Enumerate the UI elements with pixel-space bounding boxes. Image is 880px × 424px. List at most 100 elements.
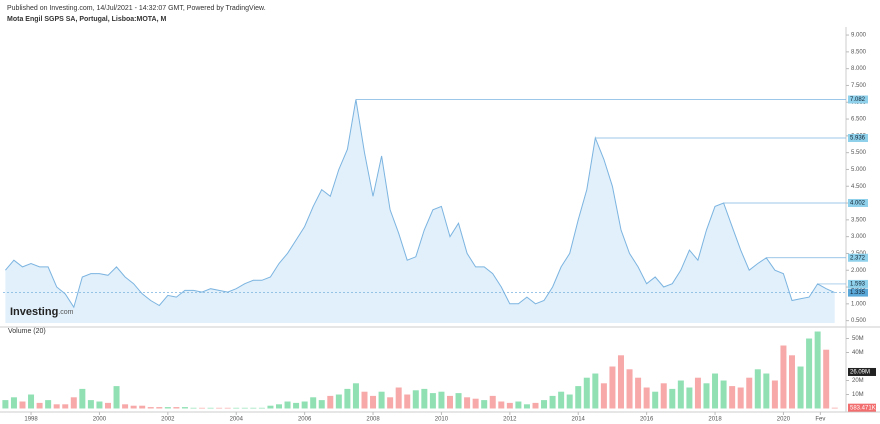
- price-label: 1.593: [850, 282, 866, 288]
- volume-bar: [729, 386, 736, 409]
- volume-bar: [481, 400, 488, 409]
- volume-bar: [361, 391, 368, 409]
- volume-bar: [600, 383, 607, 409]
- volume-bar: [36, 402, 43, 409]
- y-tick-label: 7.500: [851, 83, 867, 89]
- volume-tick-label: 50M: [852, 336, 864, 342]
- volume-bar: [549, 395, 556, 409]
- volume-bar: [583, 377, 590, 409]
- volume-bar: [660, 383, 667, 409]
- volume-bar: [45, 400, 52, 409]
- price-label: 4.002: [850, 201, 866, 207]
- volume-bar: [28, 394, 35, 409]
- volume-bar: [96, 401, 103, 409]
- volume-bar: [438, 391, 445, 409]
- volume-bar: [250, 407, 257, 409]
- x-tick-label: 2006: [298, 417, 312, 423]
- volume-label: 26.09M: [850, 370, 870, 376]
- volume-bar: [737, 387, 744, 409]
- volume-bar: [541, 400, 548, 409]
- volume-bar: [771, 380, 778, 409]
- y-tick-label: 9.000: [851, 33, 867, 39]
- price-label: 2.372: [850, 255, 866, 261]
- volume-bar: [53, 404, 60, 409]
- volume-tick-label: 10M: [852, 392, 864, 398]
- volume-bar: [814, 331, 821, 409]
- volume-bar: [2, 400, 9, 409]
- chart-title: Mota Engil SGPS SA, Portugal, Lisboa:MOT…: [7, 16, 166, 23]
- volume-bar: [199, 407, 206, 409]
- volume-bar: [241, 407, 248, 409]
- volume-bar: [780, 345, 787, 409]
- volume-bar: [216, 407, 223, 409]
- x-tick-label: Fev: [815, 417, 825, 423]
- volume-bar: [515, 401, 522, 409]
- price-label-box: [848, 95, 868, 104]
- volume-bar: [190, 407, 197, 409]
- x-tick-label: 2000: [93, 417, 107, 423]
- price-label-box: [848, 134, 868, 143]
- volume-bar: [823, 349, 830, 409]
- volume-bar: [301, 401, 308, 409]
- volume-bar: [652, 391, 659, 409]
- x-tick-label: 2008: [366, 417, 380, 423]
- volume-bar: [395, 387, 402, 409]
- volume-bar: [156, 407, 163, 409]
- y-tick-label: 3.500: [851, 217, 867, 223]
- price-label-box: [848, 279, 868, 288]
- volume-bar: [284, 401, 291, 409]
- volume-legend: Volume (20): [8, 328, 46, 335]
- volume-bar: [130, 405, 137, 409]
- volume-bar: [404, 394, 411, 409]
- x-tick-label: 2016: [640, 417, 654, 423]
- volume-bar: [19, 401, 26, 409]
- volume-bar: [532, 402, 539, 409]
- volume-bar: [267, 405, 274, 409]
- volume-bar: [258, 407, 265, 409]
- x-tick-label: 2010: [435, 417, 449, 423]
- y-tick-label: 2.000: [851, 268, 867, 274]
- price-label-box: [848, 288, 868, 297]
- price-label: 7.082: [850, 97, 866, 103]
- volume-bar: [635, 377, 642, 409]
- x-tick-label: 1998: [24, 417, 38, 423]
- volume-bar: [147, 407, 154, 409]
- volume-bar: [763, 373, 770, 409]
- volume-label: 583.471K: [850, 405, 876, 411]
- volume-bar: [566, 394, 573, 409]
- volume-bar: [498, 401, 505, 409]
- x-tick-label: 2018: [708, 417, 722, 423]
- volume-bar: [79, 388, 86, 409]
- volume-bar: [164, 407, 171, 409]
- volume-label-box: [848, 403, 876, 412]
- volume-bar: [506, 402, 513, 409]
- chart-subtitle: Published on Investing.com, 14/Jul/2021 …: [7, 5, 266, 12]
- price-label: 1.335: [850, 290, 866, 296]
- y-tick-label: 8.000: [851, 66, 867, 72]
- volume-bar: [173, 407, 180, 409]
- volume-bar: [387, 397, 394, 409]
- y-tick-label: 5.000: [851, 167, 867, 173]
- volume-bar: [181, 407, 188, 409]
- volume-bar: [10, 397, 17, 409]
- volume-bar: [703, 383, 710, 409]
- logo-suffix: .com: [58, 309, 73, 316]
- volume-bar: [122, 404, 129, 409]
- price-label: 5.936: [850, 136, 866, 142]
- x-tick-label: 2004: [230, 417, 244, 423]
- volume-bar: [275, 404, 282, 409]
- volume-bar: [378, 391, 385, 409]
- volume-bar: [207, 407, 214, 409]
- volume-bar: [318, 400, 325, 409]
- volume-bar: [669, 388, 676, 409]
- x-tick-label: 2014: [572, 417, 586, 423]
- volume-bar: [233, 407, 240, 409]
- y-tick-label: 5.500: [851, 150, 867, 156]
- y-tick-label: 3.000: [851, 234, 867, 240]
- volume-label-box: [848, 367, 876, 376]
- volume-bar: [643, 387, 650, 409]
- volume-bar: [113, 386, 120, 409]
- price-line: [5, 99, 835, 309]
- volume-bar: [310, 397, 317, 409]
- volume-bar: [746, 377, 753, 409]
